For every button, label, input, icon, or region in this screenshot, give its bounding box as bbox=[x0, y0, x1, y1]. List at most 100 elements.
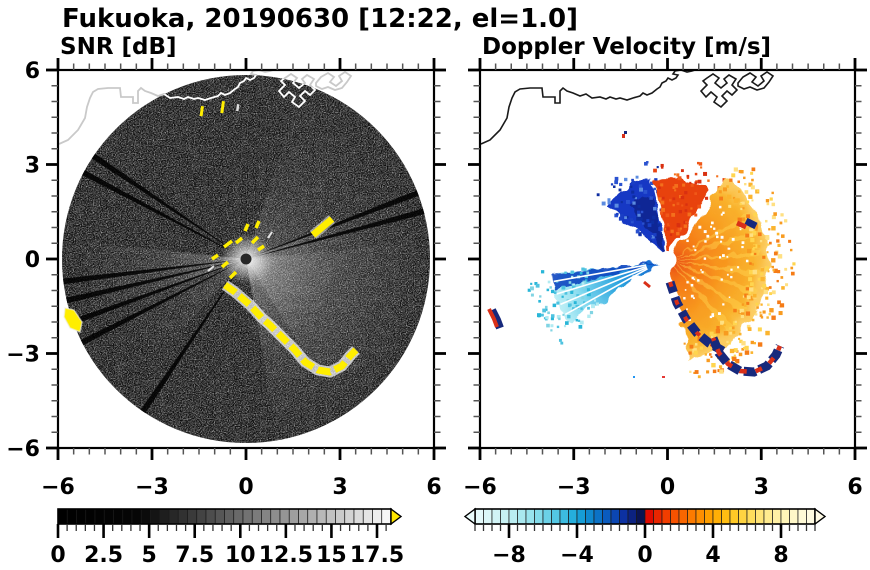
colorbar-block bbox=[508, 508, 518, 525]
x-tick-label: −3 bbox=[557, 475, 591, 500]
colorbar-tick-label: 12.5 bbox=[259, 543, 313, 568]
colorbar-block bbox=[670, 508, 680, 525]
colorbar-block bbox=[85, 508, 96, 525]
colorbar-tick-label: 17.5 bbox=[350, 543, 404, 568]
colorbar-block bbox=[325, 508, 336, 525]
snr-rim-clutter bbox=[63, 307, 83, 334]
colorbar-block bbox=[57, 508, 68, 525]
colorbar-block bbox=[251, 508, 262, 525]
colorbar-block bbox=[316, 508, 327, 525]
snr-shadow-ray bbox=[66, 259, 246, 304]
coastline-path bbox=[699, 73, 739, 109]
colorbar-block bbox=[551, 508, 561, 525]
colorbar-block bbox=[353, 508, 364, 525]
colorbar-block bbox=[491, 508, 501, 525]
colorbar-block bbox=[534, 508, 544, 525]
colorbar-block bbox=[196, 508, 207, 525]
colorbar-block bbox=[542, 508, 552, 525]
colorbar-block bbox=[168, 508, 179, 525]
velocity-red-sector bbox=[656, 178, 711, 254]
colorbar-tick-label: 0 bbox=[637, 543, 652, 568]
snr-shadow-ray bbox=[72, 259, 247, 325]
colorbar-block bbox=[66, 508, 77, 525]
colorbar-block bbox=[335, 508, 346, 525]
panel-title-snr: SNR [dB] bbox=[60, 34, 177, 60]
colorbar-block bbox=[755, 508, 765, 525]
colorbar-block bbox=[661, 508, 671, 525]
colorbar-tick-label: −8 bbox=[492, 543, 526, 568]
snr-ship-echo bbox=[220, 101, 225, 114]
colorbar-tick-label: 15 bbox=[316, 543, 347, 568]
colorbar-block bbox=[500, 508, 510, 525]
velocity-west-echo bbox=[488, 308, 504, 330]
y-tick-label: 0 bbox=[25, 248, 40, 273]
colorbar-block bbox=[797, 508, 807, 525]
colorbar-block bbox=[279, 508, 290, 525]
colorbar-block bbox=[738, 508, 748, 525]
coastline-path bbox=[737, 71, 775, 91]
x-tick-label: 0 bbox=[238, 475, 253, 500]
y-tick-label: −3 bbox=[6, 343, 40, 368]
colorbar-block bbox=[242, 508, 253, 525]
axes-snr: −6 −3 0 3 6 6 3 0 −3 −6 bbox=[6, 58, 446, 500]
colorbar-block bbox=[372, 508, 383, 525]
colorbar-overflow-arrow bbox=[390, 507, 403, 526]
snr-clutter-bar bbox=[310, 216, 335, 238]
colorbar-block bbox=[362, 508, 373, 525]
colorbar-block bbox=[122, 508, 133, 525]
colorbar-tick-label: 5 bbox=[141, 543, 156, 568]
colorbar-block bbox=[772, 508, 782, 525]
colorbar-tick-label: 0 bbox=[50, 543, 65, 568]
colorbar-tick-label: 7.5 bbox=[175, 543, 214, 568]
y-tick-label: 3 bbox=[25, 154, 40, 179]
colorbar-block bbox=[789, 508, 799, 525]
colorbar-vel_bar: −8 −4 0 4 8 bbox=[463, 507, 827, 568]
radar-site-hole bbox=[658, 251, 677, 269]
colorbar-block bbox=[187, 508, 198, 525]
colorbar-block bbox=[113, 508, 124, 525]
colorbar-block bbox=[585, 508, 595, 525]
snr-shadow-ray bbox=[63, 259, 247, 285]
colorbar-tick-label: 4 bbox=[705, 543, 720, 568]
colorbar-block bbox=[729, 508, 739, 525]
colorbar-block bbox=[307, 508, 318, 525]
colorbar-tick-label: 2.5 bbox=[84, 543, 123, 568]
snr-ship-echo bbox=[236, 104, 240, 112]
colorbar-block bbox=[233, 508, 244, 525]
colorbar-block bbox=[780, 508, 790, 525]
colorbar-block bbox=[150, 508, 161, 525]
colorbar-block bbox=[712, 508, 722, 525]
snr-clutter-arc bbox=[222, 282, 359, 376]
colorbar-block bbox=[214, 508, 225, 525]
colorbar-block bbox=[270, 508, 281, 525]
x-tick-label: 0 bbox=[660, 475, 675, 500]
colorbar-block bbox=[576, 508, 586, 525]
colorbar-block bbox=[103, 508, 114, 525]
colorbar-block bbox=[763, 508, 773, 525]
x-tick-label: 6 bbox=[847, 475, 862, 500]
colorbar-block bbox=[298, 508, 309, 525]
colorbar-block bbox=[381, 508, 392, 525]
coastline-path bbox=[480, 69, 696, 145]
snr-panel bbox=[58, 69, 431, 443]
colorbar-underflow-arrow bbox=[463, 507, 476, 526]
y-tick-label: 6 bbox=[25, 59, 40, 84]
x-tick-label: −6 bbox=[463, 475, 497, 500]
colorbar-block bbox=[344, 508, 355, 525]
colorbar-block bbox=[159, 508, 170, 525]
colorbar-block bbox=[131, 508, 142, 525]
colorbar-block bbox=[94, 508, 105, 525]
colorbar-block bbox=[687, 508, 697, 525]
colorbar-block bbox=[288, 508, 299, 525]
snr-ship-echo bbox=[199, 106, 204, 117]
colorbar-block bbox=[721, 508, 731, 525]
colorbar-overflow-arrow bbox=[814, 507, 827, 526]
velocity-panel bbox=[480, 69, 796, 379]
y-tick-label: −6 bbox=[6, 437, 40, 462]
colorbar-block bbox=[224, 508, 235, 525]
colorbar-block bbox=[678, 508, 688, 525]
x-tick-label: 3 bbox=[754, 475, 769, 500]
colorbar-tick-label: 10 bbox=[225, 543, 256, 568]
colorbar-block bbox=[627, 508, 637, 525]
